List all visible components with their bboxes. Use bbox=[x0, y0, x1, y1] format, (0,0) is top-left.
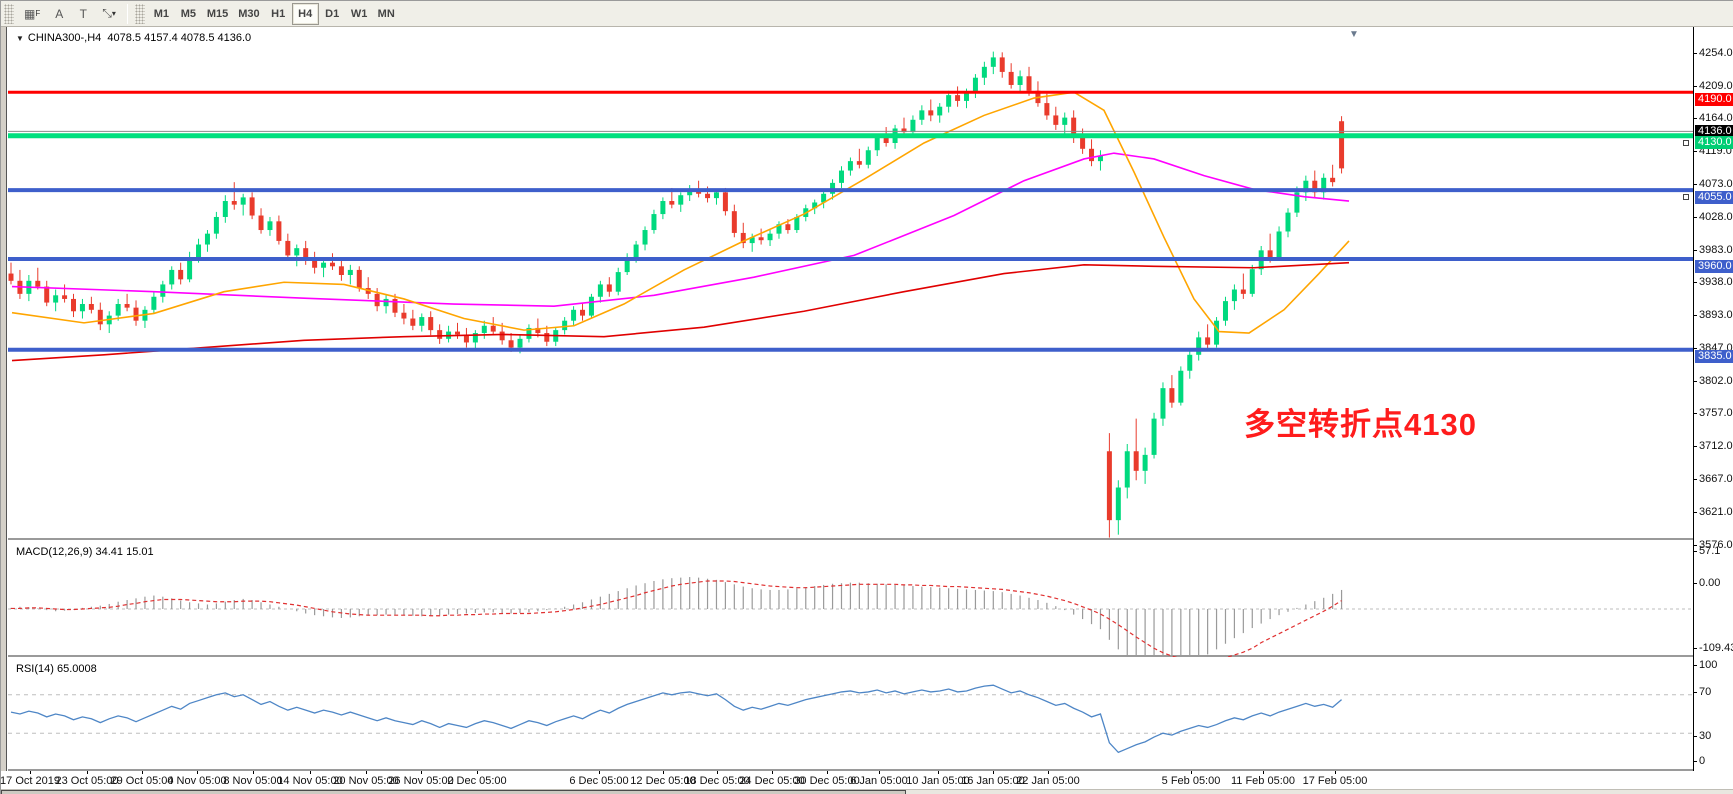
ohlc-values: 4078.5 4157.4 4078.5 4136.0 bbox=[107, 32, 252, 44]
font-button[interactable]: A bbox=[55, 6, 64, 21]
text-label-button[interactable]: T bbox=[79, 6, 87, 21]
toolbar-drag-handle[interactable] bbox=[4, 3, 14, 24]
price-tick-label: 3802.0 bbox=[1699, 374, 1733, 387]
price-tick-label: 3983.0 bbox=[1699, 243, 1733, 256]
price-tick-label: 3621.0 bbox=[1699, 506, 1733, 519]
rsi-tick-label: 30 bbox=[1699, 730, 1712, 742]
time-axis-label: 12 Dec 05:00 bbox=[630, 775, 696, 787]
hline-price-badge: 3835.0 bbox=[1695, 350, 1733, 364]
current-price-badge: 4136.0 bbox=[1695, 125, 1733, 139]
time-axis-label: 18 Dec 05:00 bbox=[684, 775, 750, 787]
rsi-label: RSI(14) 65.0008 bbox=[16, 663, 97, 675]
rsi-pane[interactable]: RSI(14) 65.0008 bbox=[8, 659, 1694, 771]
macd-tick-label: 57.1 bbox=[1699, 545, 1721, 557]
macd-pane[interactable]: MACD(12,26,9) 34.41 15.01 bbox=[8, 542, 1694, 657]
hline-price-badge: 3960.0 bbox=[1695, 259, 1733, 273]
time-axis-label: 11 Feb 05:00 bbox=[1230, 775, 1296, 787]
time-axis-label: 22 Jan 05:00 bbox=[1016, 775, 1080, 787]
ma-red bbox=[11, 261, 1350, 362]
timeframe-group: M1 M5 M15 M30 H1 H4 D1 W1 MN bbox=[148, 2, 400, 25]
price-tick-label: 4028.0 bbox=[1699, 210, 1733, 223]
hline-handle[interactable] bbox=[1683, 139, 1689, 146]
time-axis-label: 17 Feb 05:00 bbox=[1302, 775, 1368, 787]
chart-properties-button[interactable]: ▦ F bbox=[24, 6, 41, 21]
toolbar: ▦ F A T ⤡ ▾ M1 M5 M15 M30 H1 H4 D1 W1 MN bbox=[1, 1, 1733, 27]
price-tick-label: 3667.0 bbox=[1699, 472, 1733, 485]
scrollbar-thumb[interactable] bbox=[1, 790, 906, 794]
chart-window: ▼ CHINA300-,H4 4078.5 4157.4 4078.5 4136.… bbox=[1, 27, 1733, 789]
price-tick-label: 4209.0 bbox=[1699, 79, 1733, 92]
symbol-title: CHINA300-,H4 bbox=[27, 32, 102, 44]
candlestick-chart bbox=[8, 51, 1694, 538]
line-studies-button[interactable]: ⤡ ▾ bbox=[102, 6, 116, 20]
window-edge bbox=[1, 27, 7, 789]
price-tick-label: 4164.0 bbox=[1699, 112, 1733, 125]
toolbar-drag-handle-2[interactable] bbox=[134, 3, 145, 24]
annotation-text[interactable]: 多空转折点4130 bbox=[1244, 407, 1477, 442]
hline-price-badge: 4190.0 bbox=[1695, 92, 1733, 106]
timeframe-mn[interactable]: MN bbox=[377, 7, 395, 20]
rsi-chart bbox=[8, 684, 1694, 754]
ma-magenta bbox=[11, 152, 1350, 307]
rsi-tick-label: 70 bbox=[1699, 686, 1712, 698]
timeframe-m15[interactable]: M15 bbox=[206, 7, 229, 20]
time-axis-label: 8 Nov 05:00 bbox=[223, 775, 283, 787]
price-pane[interactable]: ▼ CHINA300-,H4 4078.5 4157.4 4078.5 4136.… bbox=[8, 27, 1694, 540]
hline-handle[interactable] bbox=[1683, 194, 1689, 201]
time-axis-label: 6 Dec 05:00 bbox=[569, 775, 629, 787]
time-axis-label: 6 Jan 05:00 bbox=[850, 775, 908, 787]
timeframe-w1[interactable]: W1 bbox=[350, 7, 368, 20]
time-axis-label: 4 Nov 05:00 bbox=[167, 775, 227, 787]
time-axis-label: 17 Oct 2019 bbox=[0, 775, 60, 787]
symbol-dropdown-icon[interactable]: ▼ bbox=[16, 34, 24, 43]
timeframe-h4[interactable]: H4 bbox=[291, 2, 319, 25]
rsi-tick-label: 0 bbox=[1699, 755, 1706, 767]
rsi-tick-label: 100 bbox=[1699, 659, 1718, 671]
price-tick-label: 4073.0 bbox=[1699, 178, 1733, 191]
hline-price-badge: 4055.0 bbox=[1695, 190, 1733, 204]
time-axis-label: 20 Nov 05:00 bbox=[333, 775, 399, 787]
time-axis-label: 14 Nov 05:00 bbox=[277, 775, 343, 787]
scroll-marker-icon[interactable]: ▼ bbox=[1349, 29, 1359, 40]
time-axis-label: 30 Dec 05:00 bbox=[794, 775, 860, 787]
time-axis-label: 16 Jan 05:00 bbox=[961, 775, 1025, 787]
price-tick-label: 3893.0 bbox=[1699, 308, 1733, 321]
timeframe-m1[interactable]: M1 bbox=[153, 7, 169, 20]
ma-orange bbox=[11, 91, 1350, 334]
toolbar-left-group: ▦ F A T ⤡ ▾ bbox=[17, 3, 123, 25]
macd-tick-label: -109.43 bbox=[1699, 642, 1733, 654]
time-axis-label: 10 Jan 05:00 bbox=[906, 775, 970, 787]
time-axis-label: 26 Nov 05:00 bbox=[388, 775, 454, 787]
timeframe-d1[interactable]: D1 bbox=[325, 7, 340, 20]
macd-tick-label: 0.00 bbox=[1699, 577, 1721, 589]
price-tick-label: 3576.0 bbox=[1699, 538, 1733, 551]
hline-price-badge: 4130.0 bbox=[1695, 136, 1733, 150]
time-axis-label: 5 Feb 05:00 bbox=[1161, 775, 1221, 787]
macd-label: MACD(12,26,9) 34.41 15.01 bbox=[16, 546, 154, 558]
horizontal-scrollbar bbox=[1, 789, 1733, 794]
timeframe-m30[interactable]: M30 bbox=[238, 7, 260, 20]
toolbar-separator bbox=[126, 3, 128, 24]
price-tick-label: 3938.0 bbox=[1699, 276, 1733, 289]
price-tick-label: 3712.0 bbox=[1699, 440, 1733, 453]
time-axis-label: 29 Oct 05:00 bbox=[110, 775, 174, 787]
price-tick-label: 4254.0 bbox=[1699, 47, 1733, 59]
timeframe-m5[interactable]: M5 bbox=[180, 7, 196, 20]
macd-chart bbox=[8, 577, 1694, 657]
time-axis-label: 24 Dec 05:00 bbox=[739, 775, 805, 787]
time-axis-label: 23 Oct 05:00 bbox=[55, 775, 119, 787]
time-axis[interactable]: 17 Oct 2019 23 Oct 05:00 29 Oct 05:00 4 Nov… bbox=[0, 771, 1733, 789]
timeframe-h1[interactable]: H1 bbox=[271, 7, 286, 20]
time-axis-label: 2 Dec 05:00 bbox=[447, 775, 507, 787]
chart-title: ▼ CHINA300-,H4 4078.5 4157.4 4078.5 4136.… bbox=[16, 32, 251, 44]
price-axis[interactable]: 4254.0 4209.0 4164.0 4119.0 4073.0 4028.0 3983… bbox=[1693, 27, 1733, 771]
price-tick-label: 3757.0 bbox=[1699, 407, 1733, 420]
